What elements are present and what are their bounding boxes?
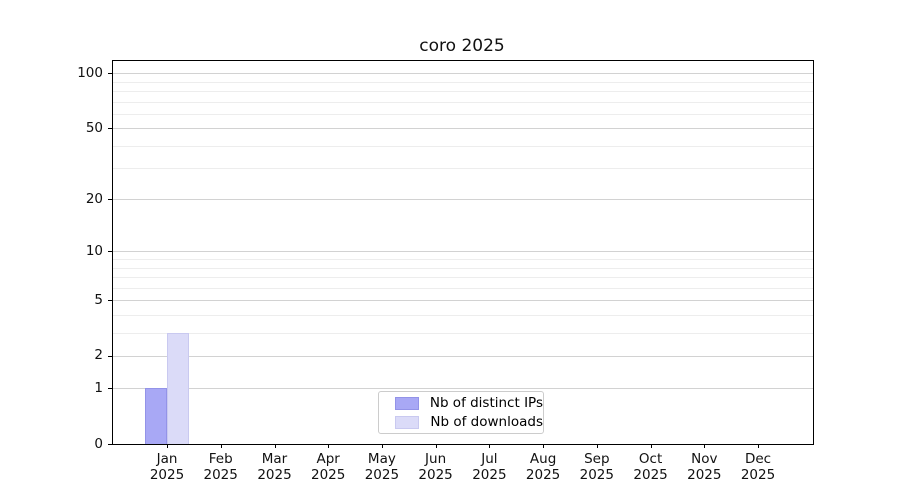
- x-axis-tick: [543, 444, 545, 448]
- legend: Nb of distinct IPs Nb of downloads: [378, 391, 544, 434]
- x-axis-tick-label: Feb 2025: [203, 451, 238, 483]
- x-axis-tick-label: Dec 2025: [740, 451, 776, 483]
- x-axis-tick: [381, 444, 383, 448]
- y-gridline-major: [113, 300, 813, 301]
- y-axis-tick: [108, 128, 112, 130]
- y-gridline-minor: [113, 276, 813, 278]
- y-gridline-major: [113, 128, 813, 130]
- x-axis-tick-label: Nov 2025: [687, 451, 722, 483]
- y-axis-tick: [108, 444, 112, 445]
- y-gridline-minor: [113, 332, 813, 334]
- x-axis-tick-label: May 2025: [364, 451, 400, 483]
- legend-item-distinct-ips: Nb of distinct IPs: [395, 395, 543, 411]
- x-axis-tick: [489, 444, 491, 448]
- x-axis-tick: [650, 444, 652, 448]
- x-axis-tick: [435, 444, 437, 448]
- y-gridline-minor: [113, 145, 813, 147]
- y-gridline-minor: [113, 90, 813, 92]
- y-gridline-major: [113, 355, 813, 357]
- y-gridline-minor: [113, 267, 813, 269]
- y-gridline-minor: [113, 168, 813, 170]
- y-gridline-minor: [113, 287, 813, 289]
- chart-title: coro 2025: [419, 36, 505, 56]
- y-gridline-minor: [113, 259, 813, 260]
- y-gridline-minor: [113, 314, 813, 316]
- y-axis-tick-label: 100: [77, 64, 103, 81]
- x-axis-tick-label: Apr 2025: [311, 451, 346, 483]
- x-axis-tick-label: Sep 2025: [579, 451, 614, 483]
- y-axis-tick: [108, 388, 112, 390]
- y-axis-tick: [108, 355, 112, 357]
- x-axis-tick: [328, 444, 330, 448]
- x-axis-tick: [704, 444, 706, 448]
- y-axis-tick: [108, 199, 112, 201]
- x-axis-tick: [220, 444, 222, 448]
- x-axis-tick: [274, 444, 276, 448]
- legend-label-downloads: Nb of downloads: [430, 414, 543, 430]
- x-axis-tick-label: Jun 2025: [418, 451, 453, 483]
- x-axis-tick: [167, 444, 168, 448]
- y-axis-tick-label: 10: [85, 242, 103, 259]
- distinct-ips-swatch-icon: [395, 396, 419, 410]
- x-axis-tick: [758, 444, 759, 448]
- y-gridline-major: [113, 251, 813, 253]
- y-axis-tick-label: 50: [85, 119, 103, 136]
- legend-item-downloads: Nb of downloads: [395, 414, 543, 430]
- y-axis-tick-label: 1: [94, 379, 103, 396]
- legend-label-distinct-ips: Nb of distinct IPs: [429, 395, 543, 411]
- x-axis-tick-label: Oct 2025: [633, 451, 668, 483]
- y-gridline-minor: [113, 81, 813, 83]
- x-axis-tick-label: Jul 2025: [472, 451, 507, 483]
- x-axis-tick-label: Aug 2025: [525, 451, 561, 483]
- y-axis-tick-label: 2: [94, 347, 103, 364]
- y-axis-tick: [108, 251, 112, 253]
- y-gridline-major: [113, 199, 813, 201]
- y-gridline-major: [113, 73, 813, 75]
- y-axis-tick-label: 20: [85, 190, 103, 207]
- y-gridline-minor: [113, 113, 813, 115]
- y-axis-tick-label: 5: [94, 291, 103, 308]
- bar-downloads-jan: [167, 332, 189, 444]
- y-axis-tick: [108, 300, 112, 301]
- y-axis-tick-label: 0: [94, 435, 103, 452]
- y-axis-tick: [108, 73, 112, 75]
- y-gridline-major: [113, 388, 813, 390]
- downloads-swatch-icon: [395, 415, 420, 429]
- y-gridline-minor: [113, 101, 813, 103]
- x-axis-tick-label: Mar 2025: [257, 451, 292, 483]
- x-axis-tick-label: Jan 2025: [149, 451, 185, 483]
- x-axis-tick: [596, 444, 598, 448]
- bar-distinct-ips-jan: [145, 388, 167, 444]
- plot-area: 0 1 2 5 10 20 50 100 Jan 2025 Feb 2025 Mar 2025 Apr 202…: [77, 60, 814, 483]
